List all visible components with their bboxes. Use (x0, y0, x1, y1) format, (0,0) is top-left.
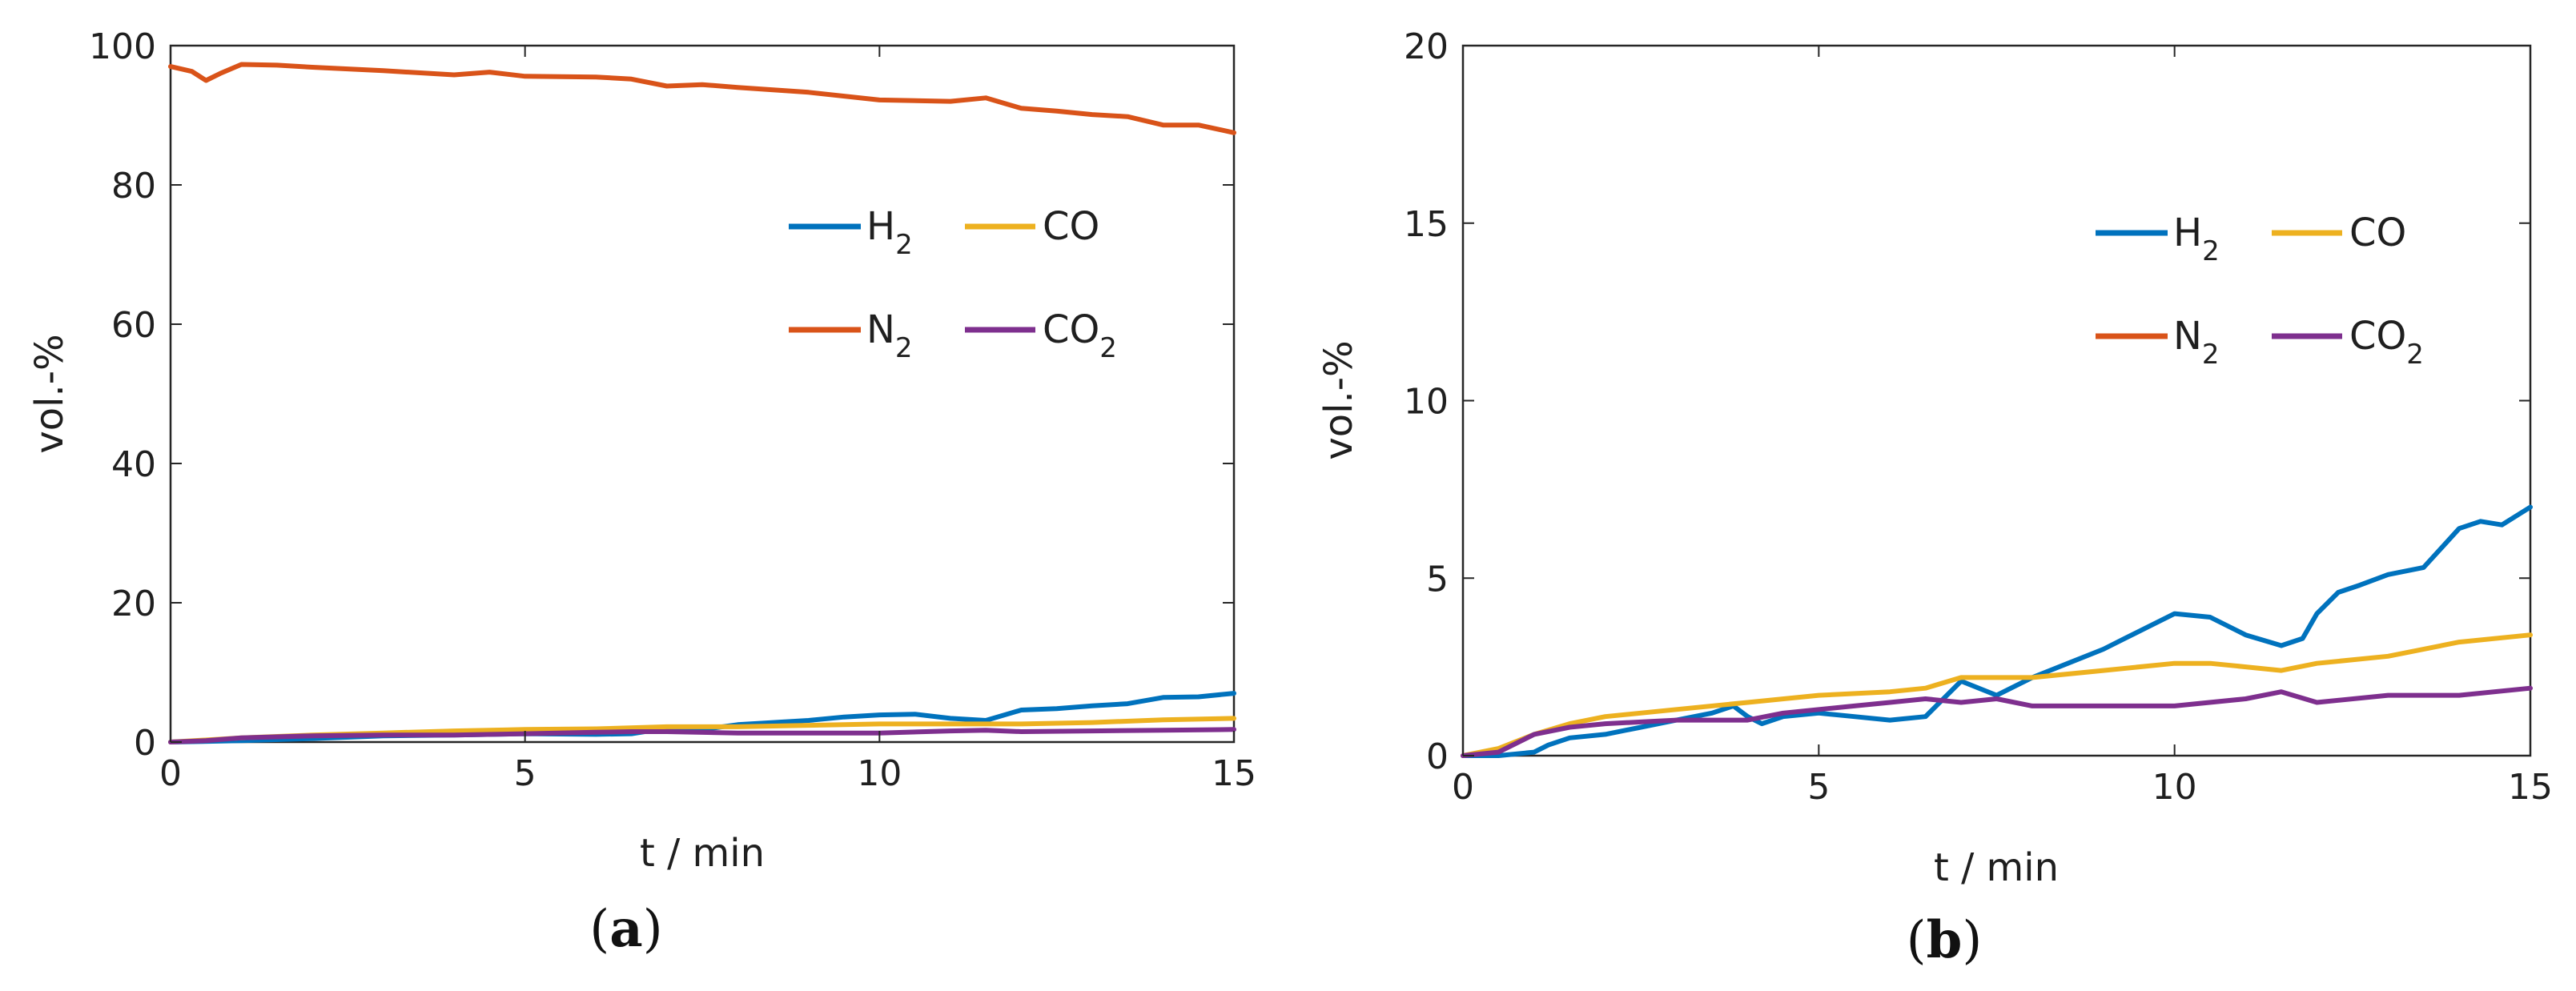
plot-area-frame (1461, 44, 2532, 757)
y-tick-label: 5 (1426, 559, 1449, 600)
chart-panel-b: 0 5 10 15 0 5 10 15 20 H2 CO N2 CO2 t / min vol.… (1316, 26, 2553, 970)
x-tick-label: 10 (857, 753, 902, 794)
y-tick-label: 0 (1426, 736, 1449, 777)
legend: H2 CO N2 CO2 (789, 204, 1117, 364)
legend-label-co: CO (2349, 211, 2406, 255)
series-line-co (1461, 632, 2533, 758)
x-tick-label: 5 (1807, 767, 1830, 808)
series-line-co2 (168, 727, 1236, 744)
series-layer (168, 62, 1236, 744)
y-tick-label: 0 (134, 723, 156, 764)
x-tick-label: 0 (1452, 767, 1474, 808)
y-tick-label: 40 (111, 444, 156, 485)
x-tick-label: 0 (159, 753, 182, 794)
y-axis-label: vol.-% (27, 334, 72, 453)
panel-caption-a: (a) (589, 899, 662, 959)
series-line-h2 (1461, 504, 2533, 758)
x-tick-label: 10 (2152, 767, 2197, 808)
legend-label-n2: N2 (2173, 314, 2220, 371)
x-tick-label: 15 (2508, 767, 2553, 808)
legend-label-co2: CO2 (1043, 307, 1117, 364)
y-tick-label: 20 (111, 584, 156, 624)
panel-caption-b: (b) (1907, 910, 1983, 970)
legend: H2 CO N2 CO2 (2096, 211, 2424, 371)
y-tick-label: 20 (1404, 26, 1449, 67)
x-axis-label: t / min (1934, 845, 2059, 890)
plot-area-frame (169, 44, 1236, 744)
y-axis-label: vol.-% (1316, 340, 1361, 459)
x-tick-label: 15 (1212, 753, 1256, 794)
y-tick-label: 80 (111, 166, 156, 207)
y-tick-label: 100 (89, 26, 156, 67)
legend-label-h2: H2 (866, 204, 913, 261)
tick-layer: 0 5 10 15 0 20 40 60 80 100 (89, 26, 1256, 794)
y-tick-label: 60 (111, 305, 156, 346)
x-tick-label: 5 (514, 753, 536, 794)
legend-label-co: CO (1043, 204, 1099, 249)
legend-label-co2: CO2 (2349, 314, 2424, 371)
legend-label-n2: N2 (866, 307, 913, 364)
x-axis-label: t / min (640, 831, 765, 876)
series-layer (1461, 504, 2533, 758)
tick-layer: 0 5 10 15 0 5 10 15 20 (1404, 26, 2553, 808)
legend-label-h2: H2 (2173, 211, 2220, 267)
series-line-n2 (168, 62, 1236, 135)
y-tick-label: 10 (1404, 382, 1449, 423)
series-line-co2 (1461, 685, 2533, 758)
y-tick-label: 15 (1404, 204, 1449, 245)
